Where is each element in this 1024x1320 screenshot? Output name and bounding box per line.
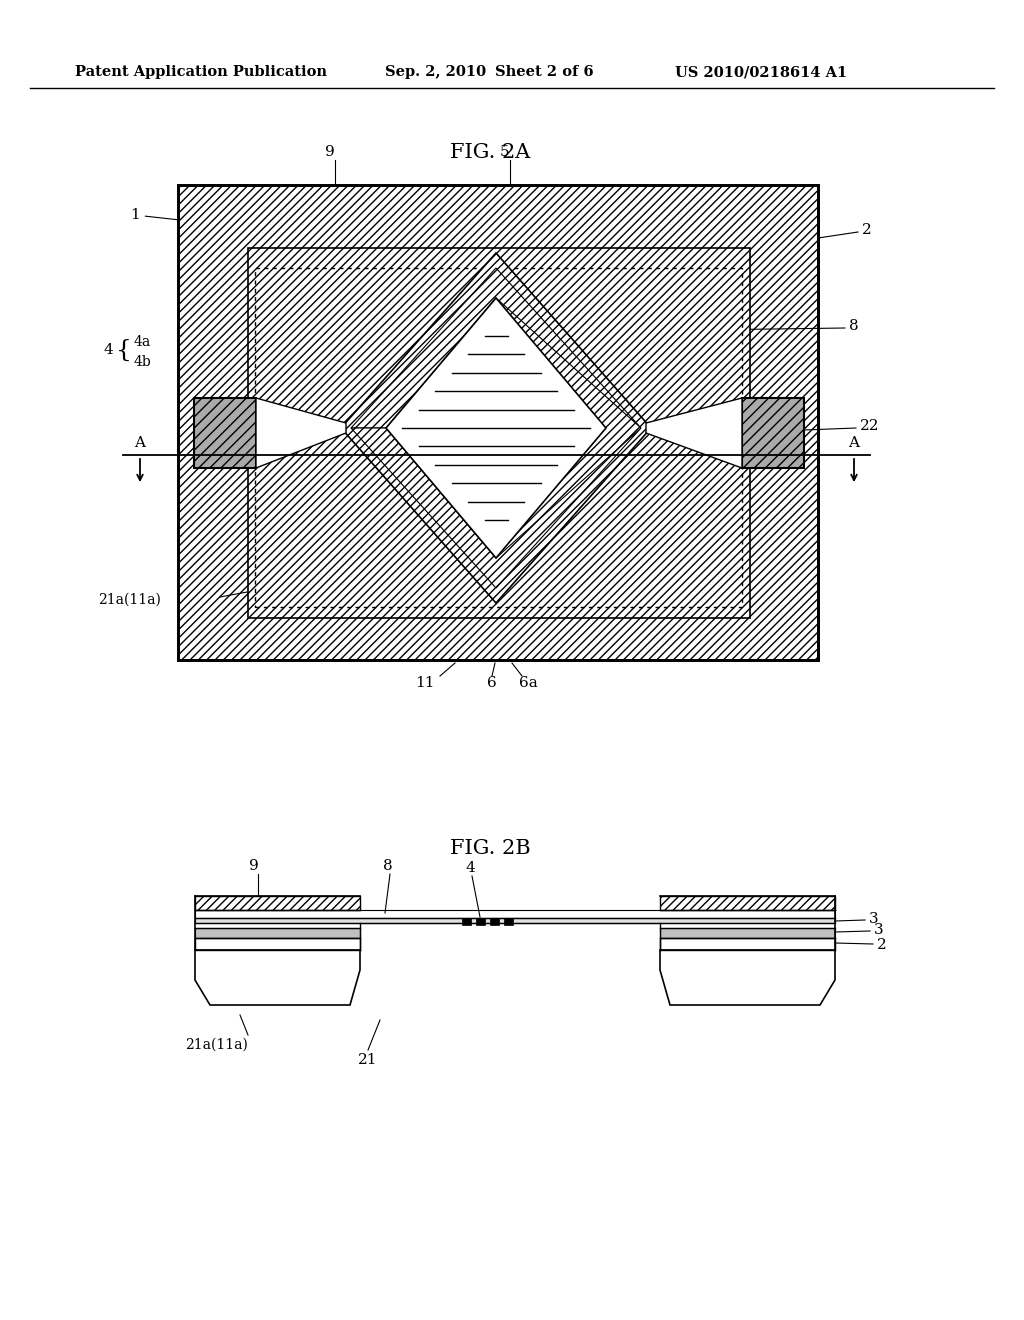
Text: 21: 21 xyxy=(358,1053,378,1067)
Text: 2: 2 xyxy=(862,223,871,238)
Bar xyxy=(195,939,360,950)
Bar xyxy=(178,185,818,660)
Text: A: A xyxy=(849,436,859,450)
Polygon shape xyxy=(660,950,835,1005)
Bar xyxy=(504,917,513,925)
Bar xyxy=(178,185,818,660)
Text: Patent Application Publication: Patent Application Publication xyxy=(75,65,327,79)
Polygon shape xyxy=(646,399,742,469)
Bar xyxy=(490,917,499,925)
Polygon shape xyxy=(256,399,346,469)
Text: 4a: 4a xyxy=(134,335,152,348)
Text: FIG. 2B: FIG. 2B xyxy=(450,838,530,858)
Text: 21a(11a): 21a(11a) xyxy=(98,593,161,607)
Bar xyxy=(742,399,804,469)
Text: 21a(11a): 21a(11a) xyxy=(185,1038,248,1052)
Text: 4b: 4b xyxy=(134,355,152,370)
Bar xyxy=(178,185,818,660)
Text: Sheet 2 of 6: Sheet 2 of 6 xyxy=(495,65,594,79)
Text: 8: 8 xyxy=(383,859,393,873)
Bar xyxy=(195,896,360,1005)
Bar xyxy=(660,896,835,909)
Text: 9: 9 xyxy=(249,859,259,873)
Text: 1: 1 xyxy=(130,209,177,222)
Polygon shape xyxy=(351,428,641,587)
Text: Sep. 2, 2010: Sep. 2, 2010 xyxy=(385,65,486,79)
Text: 11: 11 xyxy=(416,676,435,690)
Bar xyxy=(248,248,750,618)
Text: 2: 2 xyxy=(877,939,887,952)
Bar xyxy=(195,928,360,939)
Text: 3: 3 xyxy=(869,912,879,927)
Bar xyxy=(195,909,835,917)
Text: 6a: 6a xyxy=(518,676,538,690)
Bar xyxy=(194,399,256,469)
Polygon shape xyxy=(195,950,360,1005)
Text: 3: 3 xyxy=(874,923,884,937)
Polygon shape xyxy=(341,253,651,603)
Bar xyxy=(476,917,485,925)
Bar xyxy=(195,896,360,909)
Bar xyxy=(660,896,835,1005)
Bar xyxy=(660,928,835,939)
Text: FIG. 2A: FIG. 2A xyxy=(450,144,530,162)
Polygon shape xyxy=(386,298,606,558)
Text: 4: 4 xyxy=(104,343,114,356)
Bar xyxy=(248,248,750,618)
Text: A: A xyxy=(134,436,145,450)
Text: 8: 8 xyxy=(849,319,859,333)
Bar xyxy=(195,917,835,923)
Text: 5: 5 xyxy=(500,145,510,158)
Text: 9: 9 xyxy=(326,145,335,158)
Bar xyxy=(248,248,750,618)
Polygon shape xyxy=(351,268,641,428)
Text: {: { xyxy=(116,338,132,362)
Text: 22: 22 xyxy=(860,418,880,433)
Text: 4: 4 xyxy=(465,861,475,875)
Text: 6: 6 xyxy=(487,676,497,690)
Text: US 2010/0218614 A1: US 2010/0218614 A1 xyxy=(675,65,847,79)
Bar xyxy=(255,268,742,607)
Bar xyxy=(660,939,835,950)
Bar xyxy=(462,917,471,925)
